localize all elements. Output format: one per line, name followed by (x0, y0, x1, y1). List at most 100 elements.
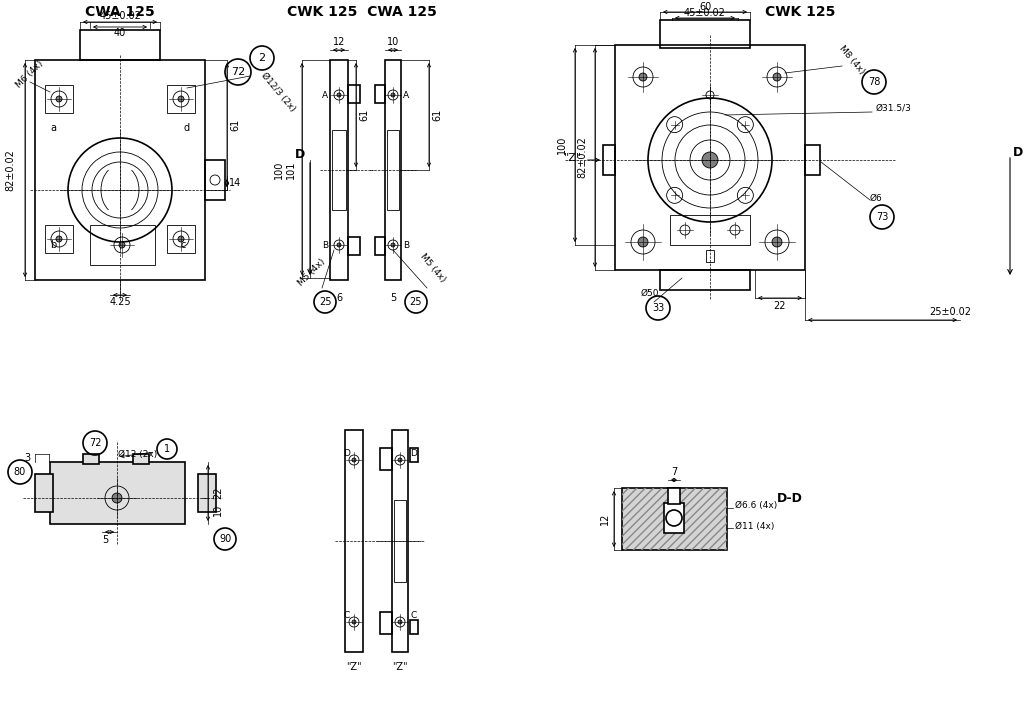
Text: Ø6: Ø6 (870, 193, 883, 203)
Bar (167, 85, 195, 113)
Bar (345, 430, 362, 652)
Text: c: c (180, 240, 185, 250)
Text: 80: 80 (14, 467, 27, 477)
Bar (387, 130, 399, 210)
Bar (385, 60, 401, 280)
Circle shape (639, 73, 647, 81)
Bar (670, 215, 750, 245)
Bar (410, 620, 418, 634)
Text: Ø12 (2x): Ø12 (2x) (118, 449, 158, 459)
Text: 72: 72 (89, 438, 101, 448)
Circle shape (398, 458, 402, 462)
Text: 4.25: 4.25 (110, 297, 131, 307)
Text: M6 (4x): M6 (4x) (14, 59, 45, 89)
Bar (330, 60, 348, 280)
Text: CWK 125: CWK 125 (765, 5, 836, 19)
Text: Ø11 (4x): Ø11 (4x) (735, 522, 774, 531)
Bar (392, 430, 408, 652)
Text: 25: 25 (318, 297, 331, 307)
Text: 100: 100 (274, 161, 284, 179)
Text: d: d (184, 123, 190, 133)
Text: M8 (4x): M8 (4x) (838, 44, 866, 76)
Bar (622, 488, 727, 550)
Text: 2: 2 (258, 53, 265, 63)
Bar (603, 145, 615, 175)
Circle shape (773, 73, 781, 81)
Bar (660, 270, 750, 290)
Bar (664, 503, 684, 533)
Bar (380, 612, 392, 634)
Bar (205, 160, 225, 200)
Bar (375, 85, 385, 103)
Bar (167, 225, 195, 253)
Text: 45±0.02: 45±0.02 (99, 11, 141, 21)
Bar (83, 454, 99, 464)
Text: a: a (50, 123, 56, 133)
Text: 25: 25 (410, 297, 422, 307)
Text: D: D (344, 449, 350, 459)
Text: 22: 22 (213, 487, 223, 499)
Text: 6: 6 (336, 293, 342, 303)
Text: Ø12/3 (2x): Ø12/3 (2x) (259, 71, 297, 113)
Bar (90, 225, 155, 265)
Circle shape (702, 152, 718, 168)
Text: A: A (322, 90, 328, 100)
Text: M5 (4x): M5 (4x) (419, 252, 447, 284)
Bar (45, 225, 73, 253)
Text: 40: 40 (114, 28, 126, 38)
Bar (35, 474, 53, 512)
Text: B: B (402, 241, 409, 249)
Text: 73: 73 (876, 212, 888, 222)
Text: 5: 5 (390, 293, 396, 303)
Circle shape (352, 620, 356, 624)
Circle shape (56, 96, 62, 102)
Text: "Z": "Z" (564, 153, 582, 163)
Text: "Z": "Z" (392, 662, 408, 672)
Bar (348, 85, 360, 103)
Text: 78: 78 (867, 77, 881, 87)
Text: B: B (322, 241, 328, 249)
Bar (332, 130, 346, 210)
Text: D: D (295, 148, 305, 161)
Text: 7: 7 (671, 467, 677, 477)
Text: 10: 10 (213, 505, 223, 516)
Bar (80, 30, 160, 60)
Text: 3: 3 (24, 453, 30, 463)
Text: 1: 1 (164, 444, 170, 454)
Bar (660, 20, 750, 48)
Circle shape (178, 96, 184, 102)
Bar (50, 462, 185, 524)
Text: D: D (1013, 145, 1023, 158)
Text: 33: 33 (652, 303, 665, 313)
Bar (410, 448, 418, 462)
Circle shape (391, 243, 395, 247)
Text: 72: 72 (230, 67, 245, 77)
Bar (668, 488, 680, 504)
Text: D: D (411, 449, 418, 459)
Text: C: C (344, 611, 350, 621)
Circle shape (178, 236, 184, 242)
Circle shape (666, 510, 682, 526)
Bar (375, 237, 385, 255)
Bar (622, 488, 727, 550)
Text: CWA 125: CWA 125 (85, 5, 155, 19)
Circle shape (352, 458, 356, 462)
Bar (394, 500, 406, 582)
Text: 61: 61 (230, 119, 240, 131)
Bar (133, 454, 150, 464)
Circle shape (112, 493, 122, 503)
Text: 5: 5 (101, 535, 109, 545)
Bar (615, 45, 805, 270)
Text: 101: 101 (286, 161, 296, 179)
Text: M5 (4x): M5 (4x) (297, 257, 328, 287)
Text: 25±0.02: 25±0.02 (929, 307, 971, 317)
Text: 45±0.02: 45±0.02 (684, 8, 726, 18)
Text: 60: 60 (698, 2, 711, 12)
Circle shape (56, 236, 62, 242)
Text: CWK 125  CWA 125: CWK 125 CWA 125 (287, 5, 437, 19)
Bar (198, 474, 216, 512)
Text: 12: 12 (333, 37, 345, 47)
Text: 90: 90 (219, 534, 231, 544)
Bar (35, 60, 205, 280)
Text: 82±0.02: 82±0.02 (5, 149, 15, 191)
